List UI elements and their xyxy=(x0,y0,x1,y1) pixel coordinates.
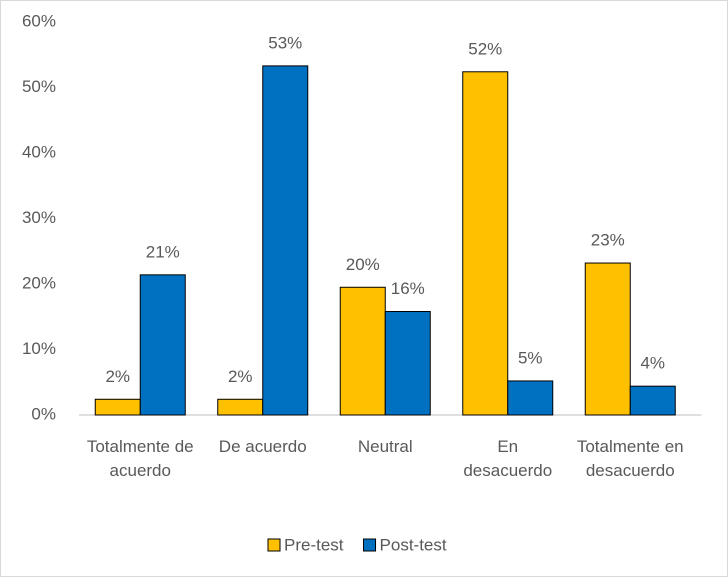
bar xyxy=(217,398,264,416)
x-tick-label: De acuerdo xyxy=(218,437,307,456)
bar xyxy=(507,380,554,416)
y-tick-label: 0% xyxy=(31,404,56,423)
data-label: 2% xyxy=(228,367,253,386)
data-label: 23% xyxy=(591,231,625,250)
data-label: 52% xyxy=(468,39,502,58)
bar xyxy=(462,71,509,416)
x-tick-label: Totalmente de acuerdo xyxy=(86,437,194,480)
y-tick-label: 30% xyxy=(22,208,56,227)
data-label: 4% xyxy=(640,354,665,373)
legend-label: Pre-test xyxy=(284,535,344,554)
y-tick-label: 50% xyxy=(22,77,56,96)
y-tick-label: 10% xyxy=(22,339,56,358)
y-tick-label: 40% xyxy=(22,142,56,161)
legend-swatch xyxy=(363,538,377,552)
bar xyxy=(384,311,431,416)
y-tick-label: 20% xyxy=(22,273,56,292)
legend-swatch xyxy=(267,538,281,552)
x-tick-label: Neutral xyxy=(357,437,413,456)
legend-label: Post-test xyxy=(380,535,447,554)
bar xyxy=(339,286,386,416)
data-label: 2% xyxy=(105,367,130,386)
data-label: 21% xyxy=(146,242,180,261)
data-label: 16% xyxy=(391,279,425,298)
bar xyxy=(262,65,309,416)
data-label: 53% xyxy=(268,33,302,52)
y-tick-label: 60% xyxy=(22,11,56,30)
x-tick-label: Totalmente en desacuerdo xyxy=(576,437,684,480)
bar xyxy=(94,398,141,416)
bar xyxy=(584,262,631,416)
x-tick-label: En desacuerdo xyxy=(463,437,553,480)
bar xyxy=(139,274,186,416)
bar xyxy=(629,385,676,416)
data-label: 5% xyxy=(518,348,543,367)
data-label: 20% xyxy=(346,255,380,274)
